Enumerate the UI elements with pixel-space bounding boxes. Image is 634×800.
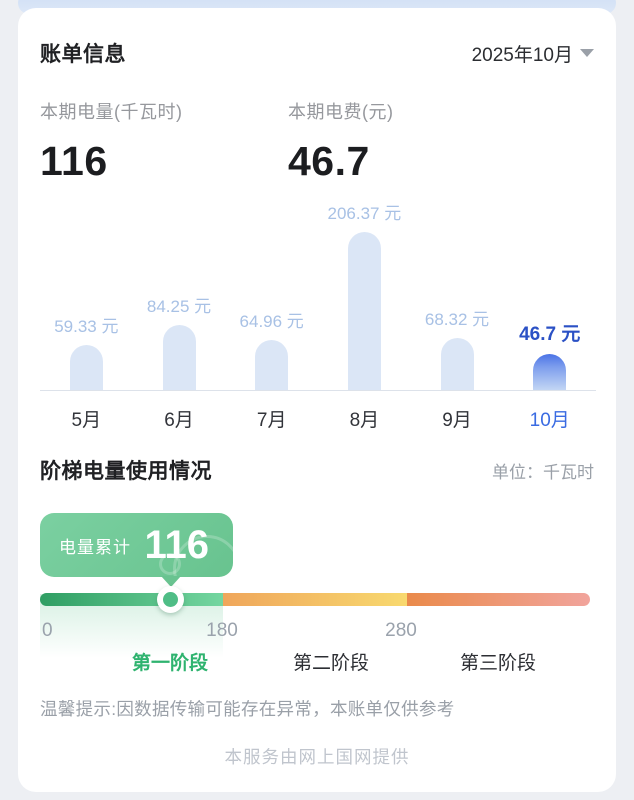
bill-header: 账单信息 2025年10月 — [40, 38, 594, 68]
month-label-10月[interactable]: 10月 — [529, 410, 570, 431]
bar — [255, 340, 289, 390]
stat-energy-value: 116 — [40, 138, 108, 184]
bar-column-7月[interactable]: 64.96 元 — [225, 307, 318, 390]
bar-value-label: 68.32 元 — [424, 310, 490, 329]
period-value: 2025年10月 — [471, 44, 573, 66]
tick-180: 180 — [206, 620, 238, 641]
bar-column-6月[interactable]: 84.25 元 — [133, 292, 226, 390]
usage-total-badge: 电量累计 116 — [40, 513, 233, 577]
month-label-8月[interactable]: 8月 — [349, 410, 380, 431]
usage-total-label: 电量累计 — [59, 537, 131, 557]
period-dropdown[interactable]: 2025年10月 — [472, 40, 594, 67]
usage-total-value: 116 — [144, 522, 209, 567]
stat-cost-value: 46.7 — [288, 138, 370, 184]
tier-title: 阶梯电量使用情况 — [40, 460, 212, 483]
bar-column-10月[interactable]: 46.7 元 — [503, 319, 596, 390]
bar-column-9月[interactable]: 68.32 元 — [411, 305, 504, 390]
bar-value-label: 46.7 元 — [519, 324, 581, 345]
bar-chart-months: 5月 6月 7月 8月 9月 10月 — [40, 391, 596, 432]
bar-value-label: 64.96 元 — [239, 312, 304, 331]
bar — [440, 338, 474, 390]
tier-segment-2 — [223, 593, 407, 606]
bill-title: 账单信息 — [40, 43, 126, 66]
handle-dot — [163, 592, 178, 607]
stat-cost: 本期电费(元) 46.7 — [288, 98, 536, 185]
tier-header: 阶梯电量使用情况 单位：千瓦时 — [40, 455, 594, 485]
bar-column-8月[interactable]: 206.37 元 — [318, 199, 411, 390]
notice-text: 温馨提示:因数据传输可能存在异常，本账单仅供参考 — [40, 699, 455, 719]
monthly-cost-bar-chart: 59.33 元 84.25 元 64.96 元 206.37 元 68.32 元 46.7… — [40, 204, 596, 432]
stat-energy-label: 本期电量(千瓦时) — [40, 102, 183, 122]
badge-pointer-icon — [161, 576, 181, 587]
tier-progress-track — [40, 593, 590, 606]
month-label-7月[interactable]: 7月 — [256, 410, 287, 431]
bar — [162, 325, 196, 390]
tier-segment-3 — [406, 593, 590, 606]
tier-segment-1 — [40, 593, 224, 606]
stage-two-label: 第二阶段 — [292, 653, 370, 674]
stat-cost-label: 本期电费(元) — [288, 102, 394, 122]
provider-text: 本服务由网上国网提供 — [224, 747, 410, 767]
bar — [347, 232, 381, 390]
bar-value-label: 206.37 元 — [327, 204, 402, 223]
bar-chart-columns: 59.33 元 84.25 元 64.96 元 206.37 元 68.32 元 46.7… — [40, 204, 596, 391]
tier-unit-label: 单位：千瓦时 — [492, 462, 594, 482]
month-label-6月[interactable]: 6月 — [164, 410, 194, 431]
bar-value-label: 84.25 元 — [146, 297, 212, 316]
stat-energy: 本期电量(千瓦时) 116 — [40, 98, 288, 185]
tier-stage-labels: 第一阶段 第二阶段 第三阶段 — [40, 648, 590, 674]
tier-progress-handle — [157, 586, 184, 613]
bar-column-5月[interactable]: 59.33 元 — [40, 312, 133, 390]
tier-ticks: 0 180 280 — [40, 620, 590, 642]
bill-card: 账单信息 2025年10月 本期电量(千瓦时) 116 本期电费(元) 46.7… — [18, 8, 616, 792]
stats-row: 本期电量(千瓦时) 116 本期电费(元) 46.7 — [40, 98, 594, 185]
bar — [533, 354, 567, 390]
bar-value-label: 59.33 元 — [54, 317, 119, 336]
month-label-5月[interactable]: 5月 — [71, 410, 102, 431]
month-label-9月[interactable]: 9月 — [442, 410, 472, 431]
stage-three-label: 第三阶段 — [459, 653, 537, 674]
tick-0: 0 — [42, 620, 53, 641]
bar — [69, 345, 103, 390]
tick-280: 280 — [385, 620, 417, 641]
dropdown-arrow-icon — [580, 49, 594, 57]
stage-one-label: 第一阶段 — [131, 653, 209, 674]
